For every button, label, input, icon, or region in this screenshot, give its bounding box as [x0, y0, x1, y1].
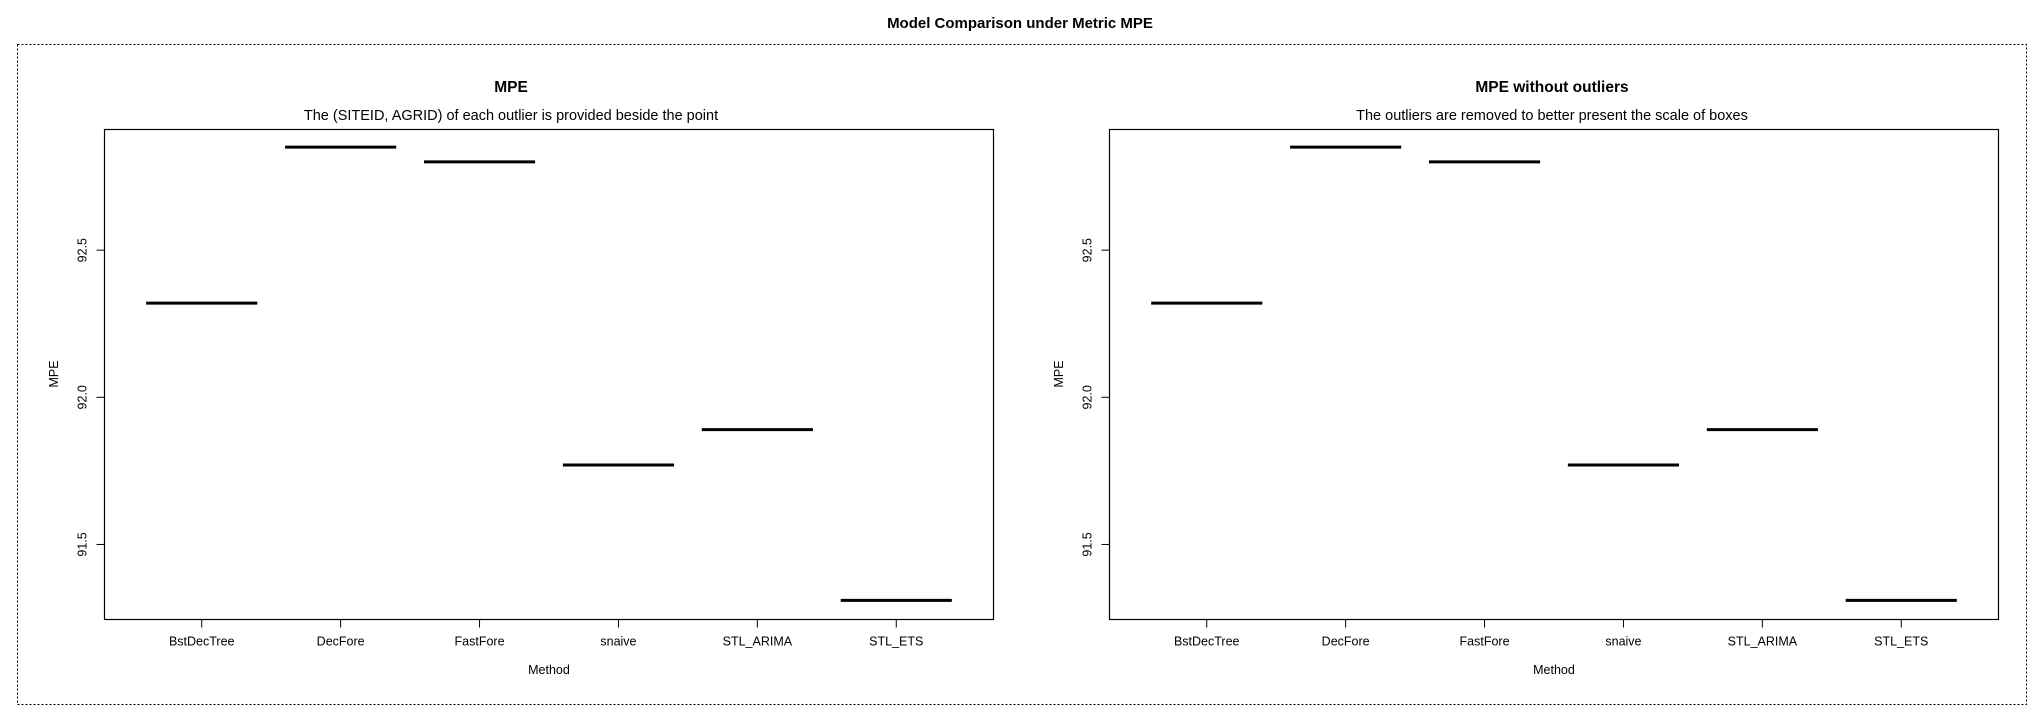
panel-subtitle: The (SITEID, AGRID) of each outlier is p…: [304, 108, 718, 124]
x-tick-label: snaive: [1605, 635, 1641, 649]
y-tick-label: 91.5: [76, 532, 90, 556]
panel-mpe-without-outliers: MPE without outliers The outliers are re…: [1052, 79, 2000, 677]
x-axis: BstDecTree DecFore FastFore snaive STL_ARIMA…: [169, 619, 923, 649]
x-tick-label: DecFore: [317, 635, 365, 649]
x-axis: BstDecTree DecFore FastFore snaive STL_ARIMA…: [1174, 619, 1928, 649]
x-tick-label: FastFore: [455, 635, 505, 649]
box-marks: [146, 145, 952, 602]
panel-title: MPE: [494, 79, 528, 96]
y-tick-label: 91.5: [1081, 532, 1095, 556]
box-marks: [1151, 145, 1957, 602]
y-tick-label: 92.5: [76, 238, 90, 262]
panel-mpe: MPE The (SITEID, AGRID) of each outlier …: [47, 79, 995, 677]
x-tick-label: DecFore: [1322, 635, 1370, 649]
x-tick-label: BstDecTree: [169, 635, 235, 649]
panel-subtitle: The outliers are removed to better prese…: [1356, 108, 1748, 124]
x-tick-label: STL_ARIMA: [1728, 635, 1798, 649]
x-axis-label: Method: [1533, 663, 1575, 677]
y-axis: 91.5 92.0 92.5: [76, 238, 105, 557]
y-tick-label: 92.0: [1081, 385, 1095, 409]
x-tick-label: STL_ETS: [869, 635, 923, 649]
x-tick-label: STL_ARIMA: [723, 635, 793, 649]
x-tick-label: STL_ETS: [1874, 635, 1928, 649]
y-tick-label: 92.5: [1081, 238, 1095, 262]
x-tick-label: snaive: [600, 635, 636, 649]
x-tick-label: FastFore: [1460, 635, 1510, 649]
figure-frame: [17, 44, 2027, 705]
x-axis-label: Method: [528, 663, 570, 677]
plot-area-frame: [103, 128, 995, 621]
x-tick-label: BstDecTree: [1174, 635, 1240, 649]
figure-title: Model Comparison under Metric MPE: [887, 15, 1153, 32]
y-axis-label: MPE: [1052, 360, 1066, 387]
panel-title: MPE without outliers: [1475, 79, 1628, 96]
plot-area-frame: [1108, 128, 2000, 621]
y-tick-label: 92.0: [76, 385, 90, 409]
y-axis-label: MPE: [47, 360, 61, 387]
y-axis: 91.5 92.0 92.5: [1081, 238, 1110, 557]
